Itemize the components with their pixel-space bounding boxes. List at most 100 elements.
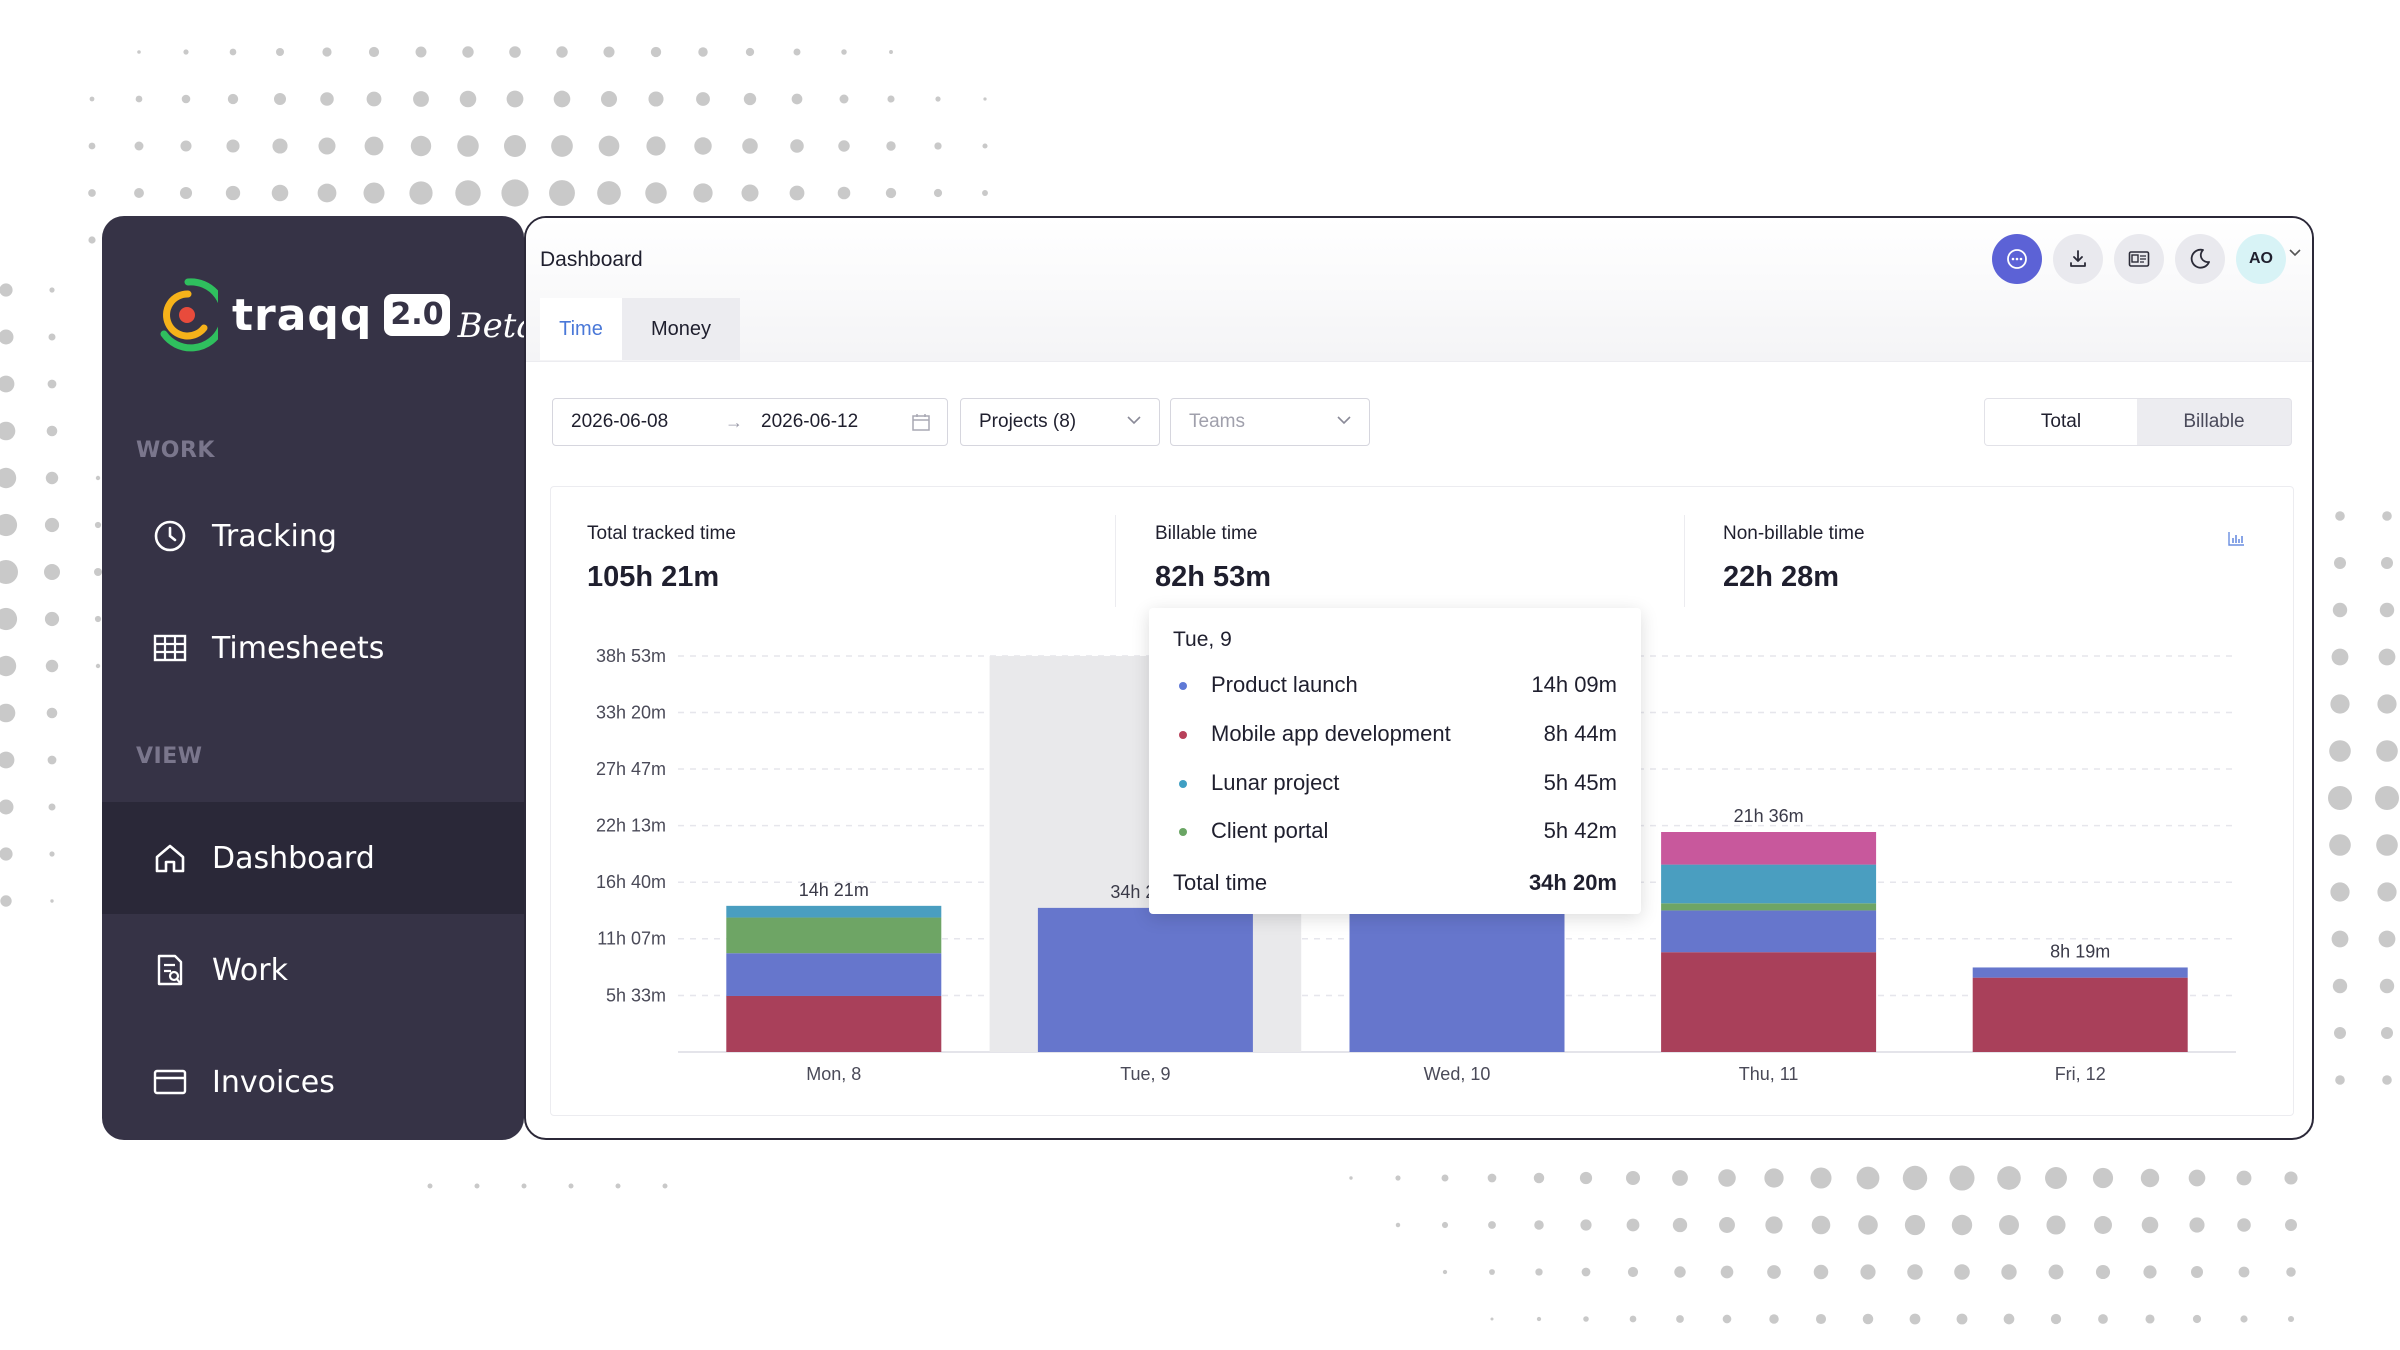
decorative-dot xyxy=(983,97,987,101)
decorative-dot xyxy=(1349,1176,1353,1180)
decorative-dot xyxy=(2188,1169,2206,1187)
legend-dot xyxy=(1179,828,1187,836)
decorative-dot xyxy=(2379,602,2395,618)
stat-label: Billable time xyxy=(1155,523,1258,544)
decorative-dot xyxy=(49,851,55,857)
decorative-dot xyxy=(1536,1316,1542,1322)
decorative-dot xyxy=(2330,694,2350,714)
id-card-button[interactable] xyxy=(2114,234,2164,284)
bar-segment xyxy=(1661,832,1877,865)
decorative-dot xyxy=(0,847,13,861)
decorative-dot xyxy=(2381,1027,2393,1039)
decorative-dot xyxy=(134,141,144,151)
card-icon xyxy=(152,1064,188,1100)
decorative-dot xyxy=(0,799,14,815)
decorative-dot xyxy=(2240,1315,2248,1323)
date-range-picker[interactable]: 2026-06-08 → 2026-06-12 xyxy=(552,398,948,446)
decorative-dot xyxy=(2286,1267,2296,1277)
chat-button[interactable] xyxy=(1992,234,2042,284)
decorative-dot xyxy=(1441,1221,1449,1229)
tooltip-row-name: Mobile app development xyxy=(1211,721,1451,746)
calendar-icon xyxy=(912,414,930,431)
sidebar-item-timesheets[interactable]: Timesheets xyxy=(102,592,524,704)
decorative-dot xyxy=(1815,1313,1827,1325)
sidebar: traqq 2.0 Beta WORK Tracking Timesheets … xyxy=(102,216,524,1140)
bar-total-label: 21h 36m xyxy=(1734,806,1804,826)
sidebar-section-work: WORK xyxy=(136,438,215,463)
stat-value: 82h 53m xyxy=(1155,561,1272,593)
decorative-dot xyxy=(0,560,18,584)
decorative-dot xyxy=(503,134,527,158)
y-tick-label: 11h 07m xyxy=(597,929,666,949)
decorative-dot xyxy=(88,189,96,197)
y-tick-label: 38h 53m xyxy=(596,646,666,666)
x-tick-label: Fri, 12 xyxy=(2055,1064,2106,1084)
decorative-dot xyxy=(1489,1269,1495,1275)
decorative-dot xyxy=(506,90,524,108)
teams-select[interactable]: Teams xyxy=(1170,398,1370,446)
decorative-dot xyxy=(180,140,192,152)
decorative-dot xyxy=(1672,1170,1688,1186)
decorative-dot xyxy=(49,287,55,293)
y-tick-label: 16h 40m xyxy=(596,872,666,892)
brand-logo[interactable]: traqq 2.0 Beta xyxy=(154,270,524,360)
x-tick-label: Thu, 11 xyxy=(1739,1064,1799,1084)
decorative-dot xyxy=(134,188,144,198)
decorative-dot xyxy=(0,329,14,345)
projects-select[interactable]: Projects (8) xyxy=(960,398,1160,446)
decorative-dot xyxy=(790,139,804,153)
decorative-dot xyxy=(2376,834,2398,856)
dark-mode-button[interactable] xyxy=(2175,234,2225,284)
decorative-dot xyxy=(2143,1265,2157,1279)
tab-money[interactable]: Money xyxy=(622,298,740,360)
decorative-dot xyxy=(2098,1314,2108,1324)
download-button[interactable] xyxy=(2053,234,2103,284)
tab-time[interactable]: Time xyxy=(540,298,622,360)
decorative-dot xyxy=(1956,1313,1968,1325)
sidebar-item-label: Invoices xyxy=(212,1064,335,1100)
decorative-dot xyxy=(1487,1173,1497,1183)
sidebar-item-label: Timesheets xyxy=(212,630,385,666)
bar-segment xyxy=(1661,952,1877,1052)
decorative-dot xyxy=(45,659,59,673)
decorative-dot xyxy=(0,895,12,907)
decorative-dot xyxy=(1674,1266,1686,1278)
decorative-dot xyxy=(2192,1314,2202,1324)
decorative-dot xyxy=(615,1183,621,1189)
download-icon xyxy=(2070,250,2086,267)
decorative-dot xyxy=(2375,786,2399,810)
decorative-dot xyxy=(934,142,942,150)
chevron-down-icon[interactable] xyxy=(2288,248,2302,258)
decorative-dot xyxy=(2003,1313,2015,1325)
decorative-dot xyxy=(1579,1171,1593,1185)
decorative-dot xyxy=(1718,1169,1736,1187)
bar-chart-icon[interactable] xyxy=(2227,531,2245,547)
arrow-right-icon: → xyxy=(725,411,743,432)
x-tick-label: Tue, 9 xyxy=(1120,1064,1170,1084)
decorative-dot xyxy=(2381,557,2393,569)
decorative-dot xyxy=(568,1183,574,1189)
toggle-total[interactable]: Total xyxy=(1985,399,2137,445)
chat-icon xyxy=(2007,249,2027,269)
decorative-dot xyxy=(1862,1313,1874,1325)
date-start[interactable]: 2026-06-08 xyxy=(571,411,669,432)
sidebar-item-work[interactable]: Work xyxy=(102,914,524,1026)
decorative-dot xyxy=(225,185,241,201)
sidebar-item-dashboard[interactable]: Dashboard xyxy=(102,802,524,914)
sidebar-item-invoices[interactable]: Invoices xyxy=(102,1026,524,1138)
avatar[interactable]: AO xyxy=(2236,234,2286,284)
decorative-dot xyxy=(745,47,755,57)
decorative-dot xyxy=(410,135,432,157)
decorative-dot xyxy=(1442,1269,1448,1275)
date-end[interactable]: 2026-06-12 xyxy=(761,411,859,432)
sidebar-item-tracking[interactable]: Tracking xyxy=(102,480,524,592)
decorative-dot xyxy=(549,180,575,206)
decorative-dot xyxy=(2332,978,2348,994)
decorative-dot xyxy=(1810,1167,1832,1189)
toggle-billable[interactable]: Billable xyxy=(2183,411,2245,432)
y-tick-label: 27h 47m xyxy=(596,759,666,779)
decorative-dot xyxy=(2045,1167,2067,1189)
decorative-dot xyxy=(1813,1264,1829,1280)
brand-tag: Beta xyxy=(457,306,524,346)
